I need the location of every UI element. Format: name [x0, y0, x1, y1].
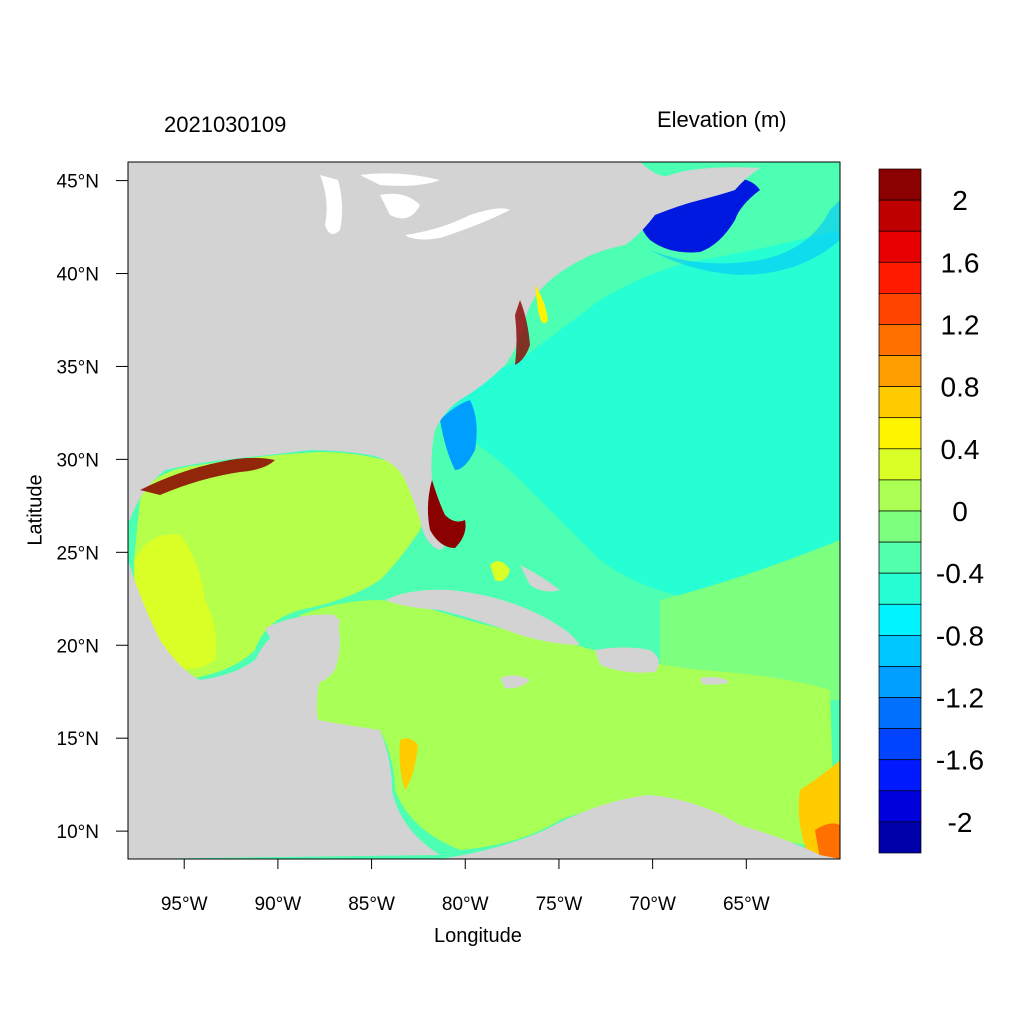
- bahamas-andros: [490, 561, 510, 582]
- y-tick-label: 30°N: [57, 450, 99, 471]
- colorbar-swatch: [878, 759, 922, 792]
- colorbar-swatch: [878, 666, 922, 698]
- x-axis-ticks: 95°W 90°W 85°W 80°W 75°W 70°W 65°W: [161, 859, 770, 915]
- colorbar-swatch: [878, 572, 922, 605]
- colorbar-label: 0.8: [941, 372, 980, 403]
- lake-huron: [380, 193, 420, 219]
- y-tick-label: 20°N: [57, 636, 99, 657]
- date-label: 2021030109: [164, 112, 287, 137]
- colorbar-swatch: [878, 697, 922, 729]
- jamaica-land: [500, 675, 530, 689]
- plot-frame: [127, 161, 841, 860]
- colorbar-swatch: [878, 790, 922, 823]
- bahamas-islands: [520, 565, 560, 592]
- colorbar-swatch: [878, 728, 922, 761]
- southeast-coast-drawdown: [440, 400, 477, 470]
- eastern-caribbean-peak: [815, 823, 840, 859]
- lake-superior: [360, 173, 440, 186]
- mexico-central-america-land: [128, 560, 440, 859]
- colorbar-swatch: [878, 199, 922, 232]
- x-tick-label: 95°W: [161, 894, 208, 915]
- north-america-land: [128, 162, 760, 550]
- x-tick-label: 90°W: [255, 894, 302, 915]
- colorbar-label: -0.8: [936, 620, 984, 651]
- colorbar-swatch: [878, 324, 922, 356]
- hispaniola-land: [595, 647, 659, 673]
- colorbar-label: -0.4: [936, 558, 984, 589]
- y-tick-label: 25°N: [57, 543, 99, 564]
- colorbar-label: -1.6: [936, 745, 984, 776]
- colorbar-swatch: [878, 386, 922, 419]
- colorbar-swatch: [878, 293, 922, 325]
- x-tick-label: 70°W: [629, 894, 676, 915]
- colorbar-label: 1.6: [941, 247, 980, 278]
- colorbar-swatch: [878, 603, 922, 636]
- colorbar-swatch: [878, 479, 922, 512]
- colorbar-swatch: [878, 417, 922, 450]
- southeast-atlantic-green: [660, 540, 840, 700]
- y-axis-ticks: 10°N 15°N 20°N 25°N 30°N 35°N 40°N 45°N: [57, 172, 128, 843]
- colorbar-label: -2: [948, 807, 973, 838]
- colorbar: 2 1.6 1.2 0.8 0.4 0 -0.4 -0.8 -1.2 -1.6 -2: [878, 168, 984, 854]
- colorbar-swatch: [878, 635, 922, 667]
- x-tick-label: 85°W: [348, 894, 395, 915]
- colorbar-label: 2: [952, 185, 968, 216]
- colorbar-label: -1.2: [936, 683, 984, 714]
- y-tick-label: 45°N: [57, 172, 99, 193]
- coastal-ocean: [440, 230, 840, 600]
- florida-surge: [427, 480, 466, 548]
- colorbar-label: 0: [952, 496, 968, 527]
- colorbar-swatch: [878, 230, 922, 263]
- map-panel: [128, 162, 840, 859]
- y-tick-label: 40°N: [57, 265, 99, 286]
- colorbar-swatch: [878, 821, 922, 854]
- colorbar-label: 1.2: [941, 309, 980, 340]
- x-tick-label: 75°W: [536, 894, 583, 915]
- colorbar-title: Elevation (m): [657, 107, 787, 132]
- x-tick-label: 65°W: [723, 894, 770, 915]
- yucatan-land: [265, 614, 340, 684]
- colorbar-swatch: [878, 541, 922, 574]
- chesapeake-high: [535, 285, 548, 324]
- mid-atlantic-surge: [515, 300, 530, 365]
- colorbar-swatch: [878, 168, 922, 201]
- caribbean-sea: [300, 600, 835, 850]
- y-tick-label: 35°N: [57, 357, 99, 378]
- gulf-coast-surge: [140, 457, 275, 495]
- lake-michigan: [320, 175, 343, 234]
- cuba-land: [385, 589, 580, 645]
- gulf-of-maine-ring: [650, 200, 840, 275]
- colorbar-swatch: [878, 261, 922, 294]
- y-tick-label: 10°N: [57, 822, 99, 843]
- colorbar-swatch: [878, 448, 922, 481]
- colorbar-label: 0.4: [941, 434, 980, 465]
- puerto-rico-land: [700, 677, 730, 685]
- lake-erie-ontario: [405, 208, 510, 240]
- colorbar-swatch: [878, 355, 922, 387]
- y-tick-label: 15°N: [57, 729, 99, 750]
- x-tick-label: 80°W: [442, 894, 489, 915]
- colorbar-swatch: [878, 510, 922, 543]
- honduras-coast-high: [399, 738, 418, 790]
- south-america-land: [440, 795, 840, 859]
- x-axis-title: Longitude: [434, 925, 522, 947]
